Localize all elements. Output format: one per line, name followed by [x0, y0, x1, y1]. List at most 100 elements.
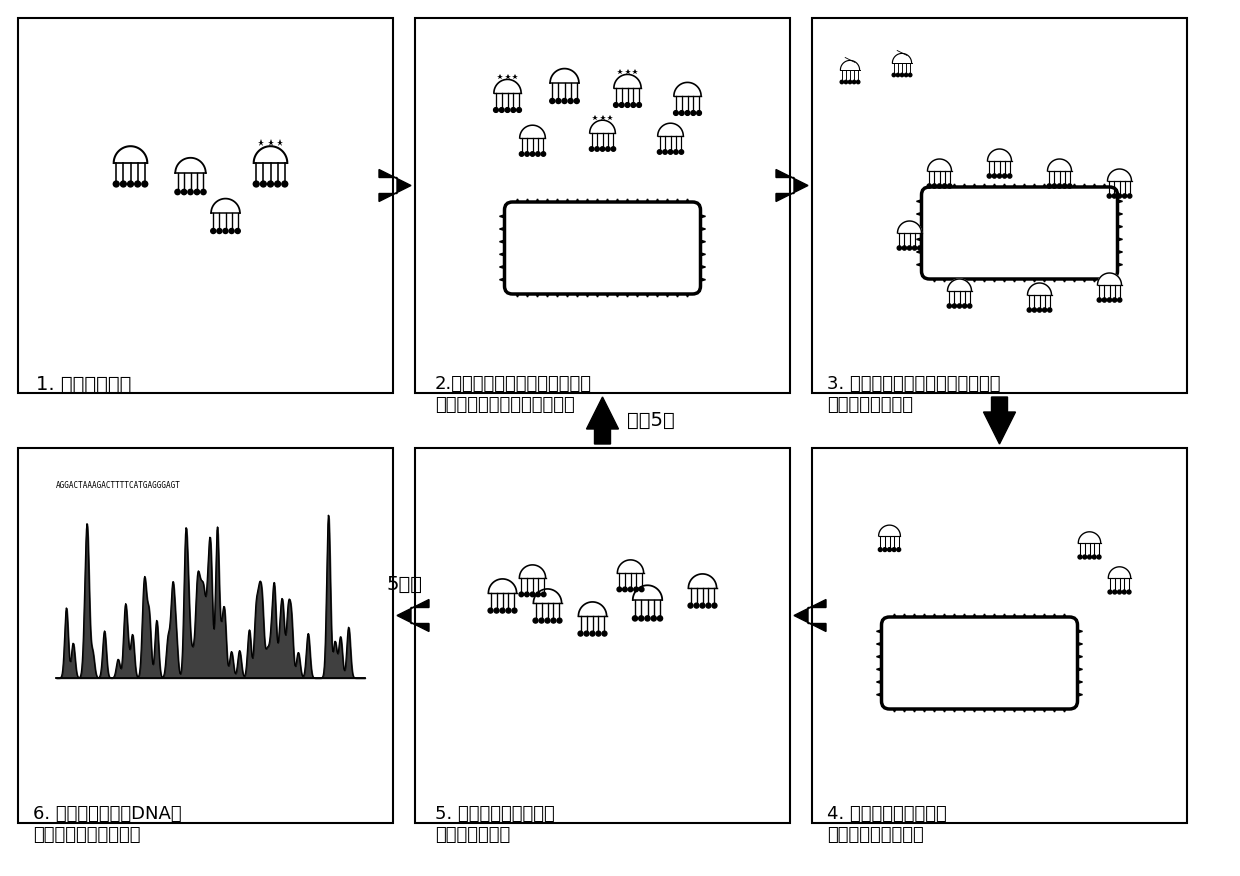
Polygon shape — [916, 236, 930, 244]
Polygon shape — [500, 212, 512, 221]
Polygon shape — [551, 68, 579, 83]
Polygon shape — [930, 614, 940, 625]
Circle shape — [500, 608, 505, 613]
Polygon shape — [928, 159, 951, 171]
Circle shape — [947, 184, 952, 188]
Polygon shape — [1059, 701, 1069, 712]
Polygon shape — [613, 199, 622, 210]
Circle shape — [893, 548, 897, 552]
Circle shape — [574, 98, 579, 103]
Circle shape — [673, 110, 678, 116]
Polygon shape — [593, 286, 603, 297]
Polygon shape — [500, 251, 512, 258]
Circle shape — [533, 618, 538, 623]
Polygon shape — [553, 199, 563, 210]
Circle shape — [128, 181, 134, 187]
Polygon shape — [692, 225, 706, 233]
Circle shape — [500, 108, 505, 112]
Circle shape — [275, 181, 280, 187]
Polygon shape — [1110, 197, 1122, 205]
Polygon shape — [970, 184, 980, 195]
Circle shape — [987, 174, 992, 178]
Circle shape — [211, 229, 216, 234]
Polygon shape — [983, 397, 1016, 444]
Polygon shape — [920, 701, 930, 712]
Circle shape — [1048, 307, 1052, 312]
Circle shape — [1048, 184, 1052, 188]
Polygon shape — [1107, 169, 1131, 181]
Circle shape — [181, 189, 187, 194]
Circle shape — [618, 587, 621, 591]
Circle shape — [1097, 298, 1101, 302]
Circle shape — [520, 152, 523, 156]
Circle shape — [852, 81, 856, 84]
Circle shape — [918, 246, 921, 251]
Polygon shape — [618, 560, 644, 573]
Polygon shape — [578, 602, 606, 616]
Polygon shape — [1028, 283, 1052, 295]
Circle shape — [268, 181, 274, 187]
Polygon shape — [990, 701, 999, 712]
Circle shape — [947, 304, 951, 308]
Polygon shape — [657, 124, 683, 136]
Polygon shape — [603, 199, 613, 210]
Circle shape — [1038, 307, 1042, 312]
Circle shape — [706, 604, 711, 608]
Polygon shape — [114, 146, 148, 163]
Polygon shape — [587, 397, 619, 444]
Polygon shape — [682, 286, 692, 297]
Circle shape — [1078, 555, 1083, 559]
Circle shape — [217, 229, 222, 234]
Circle shape — [517, 108, 522, 112]
Circle shape — [688, 604, 693, 608]
Circle shape — [551, 618, 556, 623]
Circle shape — [857, 81, 859, 84]
Text: AGGACTAAAGACTTTTCATGAGGGAGT: AGGACTAAAGACTTTTCATGAGGGAGT — [56, 481, 181, 490]
Polygon shape — [573, 286, 583, 297]
Circle shape — [1107, 194, 1111, 198]
Circle shape — [605, 147, 610, 152]
Polygon shape — [1059, 271, 1069, 282]
Polygon shape — [899, 701, 909, 712]
Bar — [415, 448, 790, 823]
Polygon shape — [1009, 184, 1019, 195]
Circle shape — [651, 616, 656, 621]
Polygon shape — [909, 701, 920, 712]
Circle shape — [614, 102, 619, 108]
Circle shape — [622, 587, 627, 591]
Circle shape — [640, 587, 644, 591]
Polygon shape — [889, 701, 899, 712]
Polygon shape — [632, 286, 642, 297]
Circle shape — [549, 98, 554, 103]
Circle shape — [1033, 307, 1037, 312]
Circle shape — [1112, 194, 1116, 198]
Circle shape — [632, 616, 637, 621]
Text: 6. 挑取噬菌体进行DNA测
序，转换为氨基酸序列: 6. 挑取噬菌体进行DNA测 序，转换为氨基酸序列 — [33, 805, 181, 844]
Polygon shape — [916, 210, 930, 218]
Polygon shape — [940, 271, 950, 282]
Circle shape — [898, 246, 901, 251]
Circle shape — [601, 631, 606, 636]
Circle shape — [897, 548, 900, 552]
Circle shape — [1117, 194, 1122, 198]
Polygon shape — [879, 525, 900, 536]
Circle shape — [236, 229, 241, 234]
Polygon shape — [1110, 210, 1122, 218]
Circle shape — [113, 181, 119, 187]
Polygon shape — [899, 614, 909, 625]
Polygon shape — [692, 251, 706, 258]
Polygon shape — [960, 701, 970, 712]
Polygon shape — [688, 574, 717, 588]
Circle shape — [957, 304, 961, 308]
Circle shape — [1087, 555, 1091, 559]
Polygon shape — [970, 701, 980, 712]
Circle shape — [511, 108, 516, 112]
Circle shape — [942, 184, 946, 188]
Polygon shape — [893, 53, 911, 63]
Circle shape — [668, 150, 673, 154]
Polygon shape — [489, 579, 517, 593]
Polygon shape — [1009, 701, 1019, 712]
Polygon shape — [877, 666, 889, 674]
Polygon shape — [397, 599, 429, 632]
Bar — [19, 18, 393, 393]
